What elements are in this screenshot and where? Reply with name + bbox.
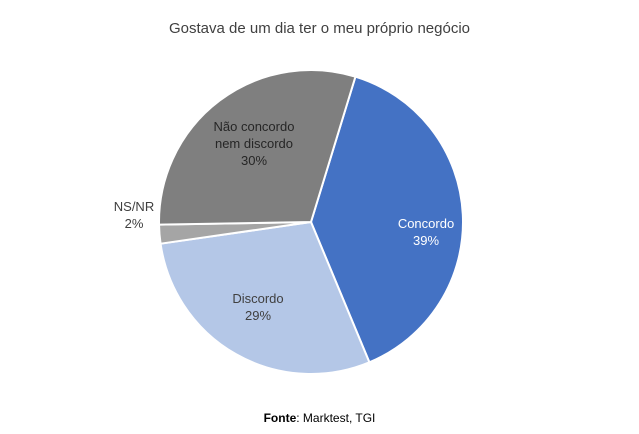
source-text: : Marktest, TGI bbox=[296, 411, 376, 425]
data-label-concordo: Concordo 39% bbox=[398, 216, 454, 248]
data-label-n-o-concordo-nem-discordo: Não concordo nem discordo 30% bbox=[214, 119, 295, 168]
pie-slice-concordo bbox=[309, 75, 464, 364]
data-label-ns-nr: NS/NR 2% bbox=[114, 199, 154, 231]
pie-slice-n-o-concordo-nem-discordo bbox=[158, 69, 357, 226]
source-label: Fonte bbox=[263, 411, 297, 425]
chart-source: Fonte: Marktest, TGI bbox=[0, 411, 639, 425]
data-label-discordo: Discordo 29% bbox=[232, 291, 283, 323]
pie-slice-discordo bbox=[159, 220, 371, 375]
chart-title: Gostava de um dia ter o meu próprio negó… bbox=[168, 20, 470, 37]
